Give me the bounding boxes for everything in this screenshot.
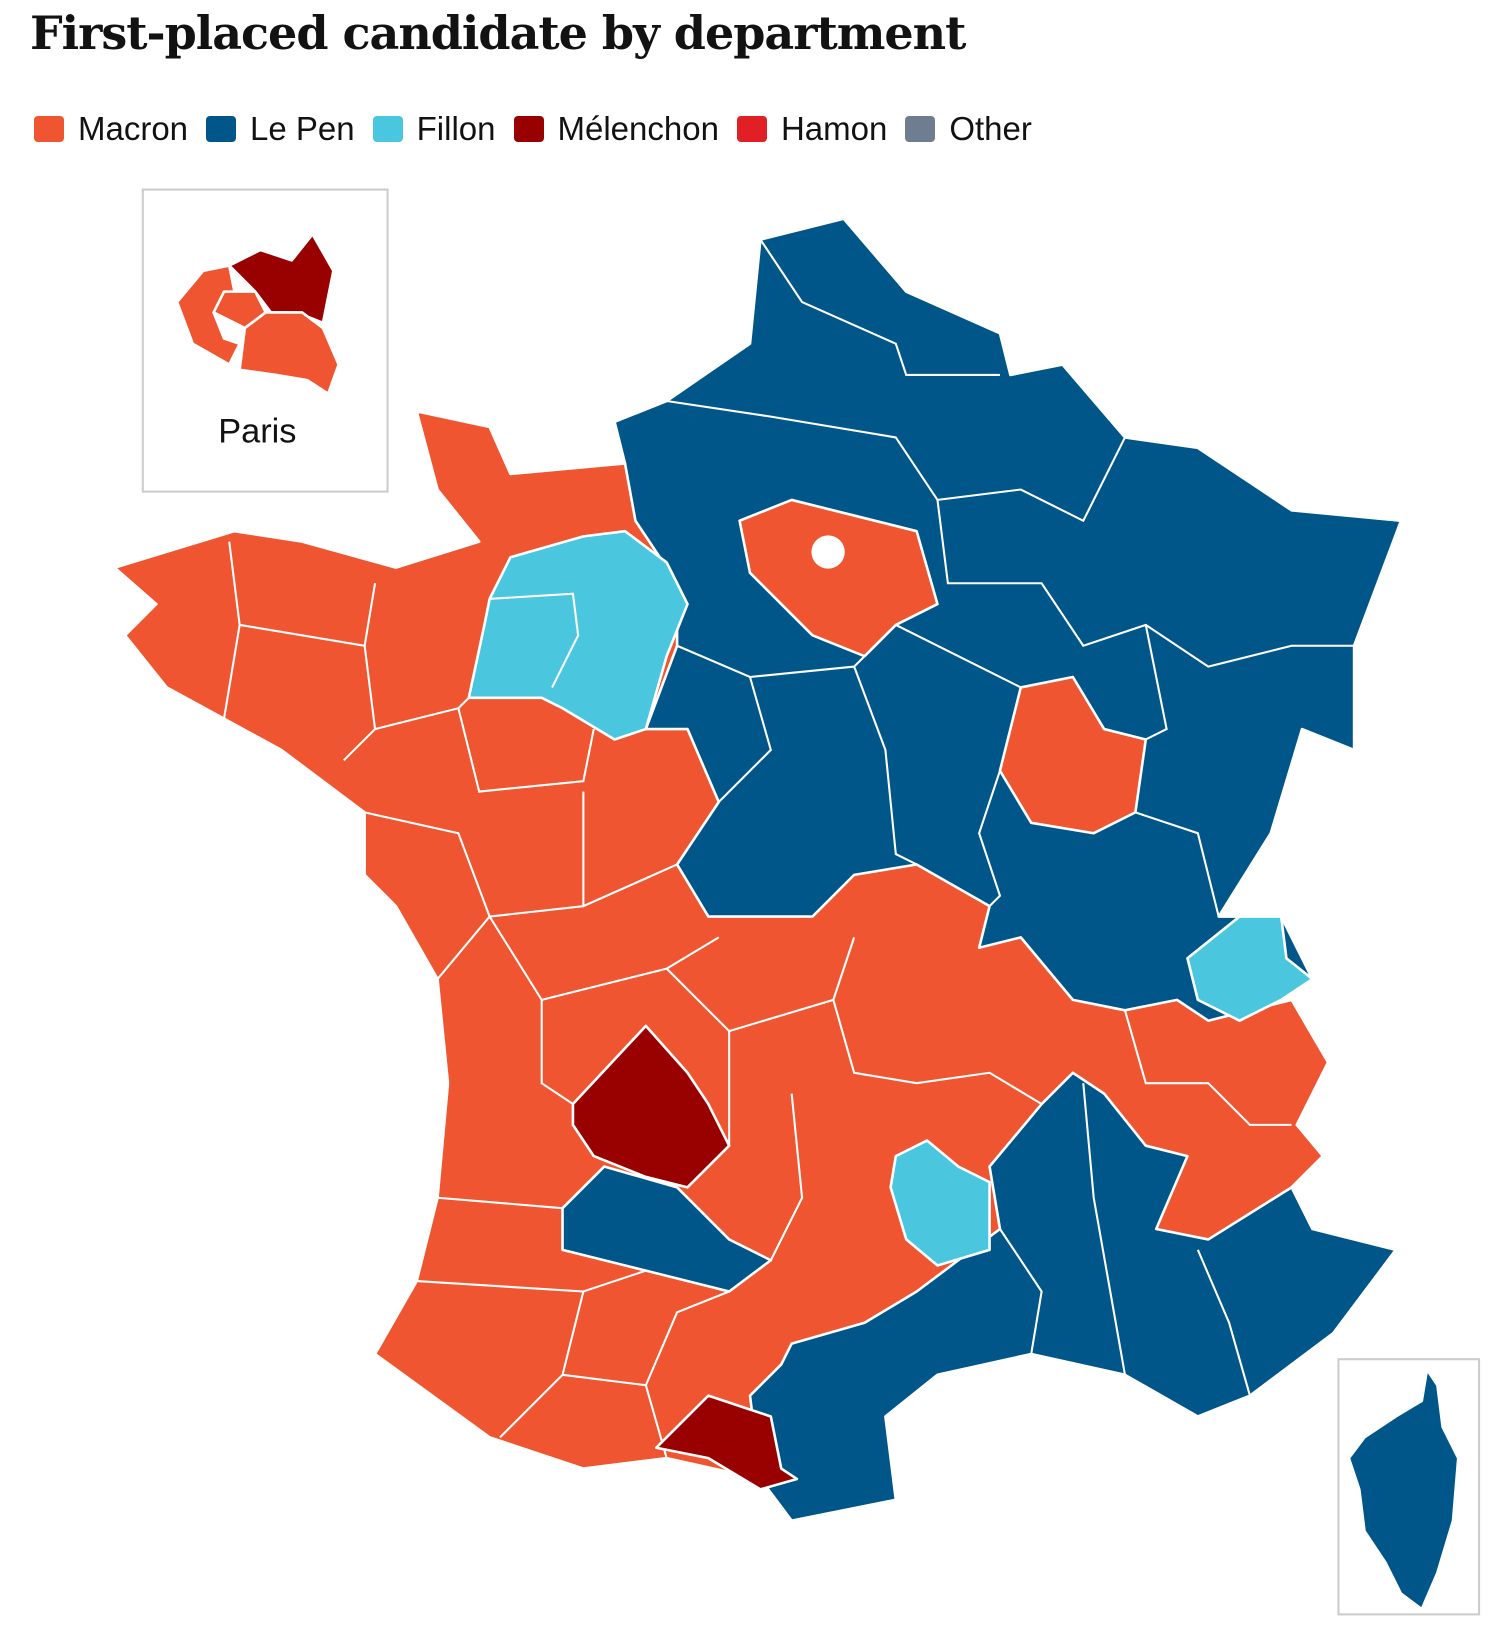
legend-item: Hamon xyxy=(736,110,888,148)
region xyxy=(212,290,267,330)
legend: Macron Le Pen Fillon Mélenchon Hamon Other xyxy=(34,110,1032,148)
legend-swatch xyxy=(736,116,767,142)
region xyxy=(738,498,939,658)
legend-swatch xyxy=(206,116,237,142)
paris-hole xyxy=(811,535,845,569)
region xyxy=(227,233,335,325)
region xyxy=(889,1139,991,1267)
legend-label: Mélenchon xyxy=(557,110,719,147)
legend-item: Mélenchon xyxy=(513,110,719,148)
legend-label: Hamon xyxy=(780,110,888,147)
region xyxy=(1186,915,1314,1023)
region xyxy=(1347,1368,1460,1611)
legend-item: Fillon xyxy=(372,110,496,148)
legend-label: Macron xyxy=(78,110,189,147)
legend-swatch xyxy=(905,116,936,142)
region xyxy=(238,311,340,396)
title: First-placed candidate by department xyxy=(30,6,966,60)
legend-label: Le Pen xyxy=(250,110,355,147)
region xyxy=(998,675,1148,835)
legend-item: Macron xyxy=(34,110,188,148)
legend-swatch xyxy=(372,116,403,142)
legend-label: Fillon xyxy=(416,110,496,147)
legend-item: Le Pen xyxy=(206,110,355,148)
region xyxy=(571,1024,731,1189)
legend-label: Other xyxy=(949,110,1032,147)
region xyxy=(561,1165,773,1293)
legend-swatch xyxy=(34,116,64,142)
region xyxy=(654,1394,799,1491)
borders xyxy=(666,238,1355,1396)
inset-label: Paris xyxy=(218,413,296,451)
border xyxy=(489,592,580,688)
legend-item: Other xyxy=(905,110,1032,148)
borders xyxy=(222,541,1292,1459)
legend-swatch xyxy=(513,116,544,142)
